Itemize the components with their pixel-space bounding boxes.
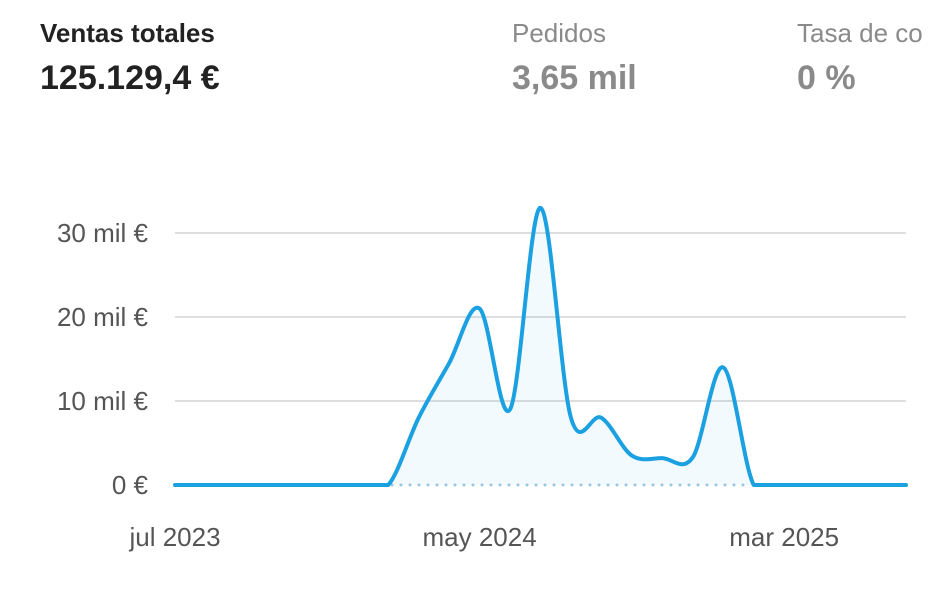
kpi-label: Tasa de co <box>797 18 923 48</box>
y-tick-label: 30 mil € <box>57 218 149 248</box>
x-tick-label: jul 2023 <box>128 522 220 552</box>
y-tick-label: 20 mil € <box>57 302 149 332</box>
kpi-label: Pedidos <box>512 18 606 48</box>
kpi-value: 125.129,4 € <box>40 59 220 97</box>
x-tick-label: mar 2025 <box>729 522 839 552</box>
area <box>175 207 906 485</box>
kpi-value: 0 % <box>797 59 856 97</box>
kpi-label: Ventas totales <box>40 18 215 48</box>
kpi-sales[interactable]: Ventas totales 125.129,4 € <box>40 18 220 97</box>
kpi-conversion[interactable]: Tasa de co 0 % <box>797 18 923 97</box>
y-tick-label: 10 mil € <box>57 386 149 416</box>
kpi-orders[interactable]: Pedidos 3,65 mil <box>512 18 637 97</box>
chart: 0 € 10 mil € 20 mil € 30 mil € jul 2023 may 2… <box>57 205 908 552</box>
x-tick-label: may 2024 <box>422 522 536 552</box>
y-tick-label: 0 € <box>112 470 149 500</box>
line <box>173 205 908 487</box>
kpi-value: 3,65 mil <box>512 59 637 97</box>
